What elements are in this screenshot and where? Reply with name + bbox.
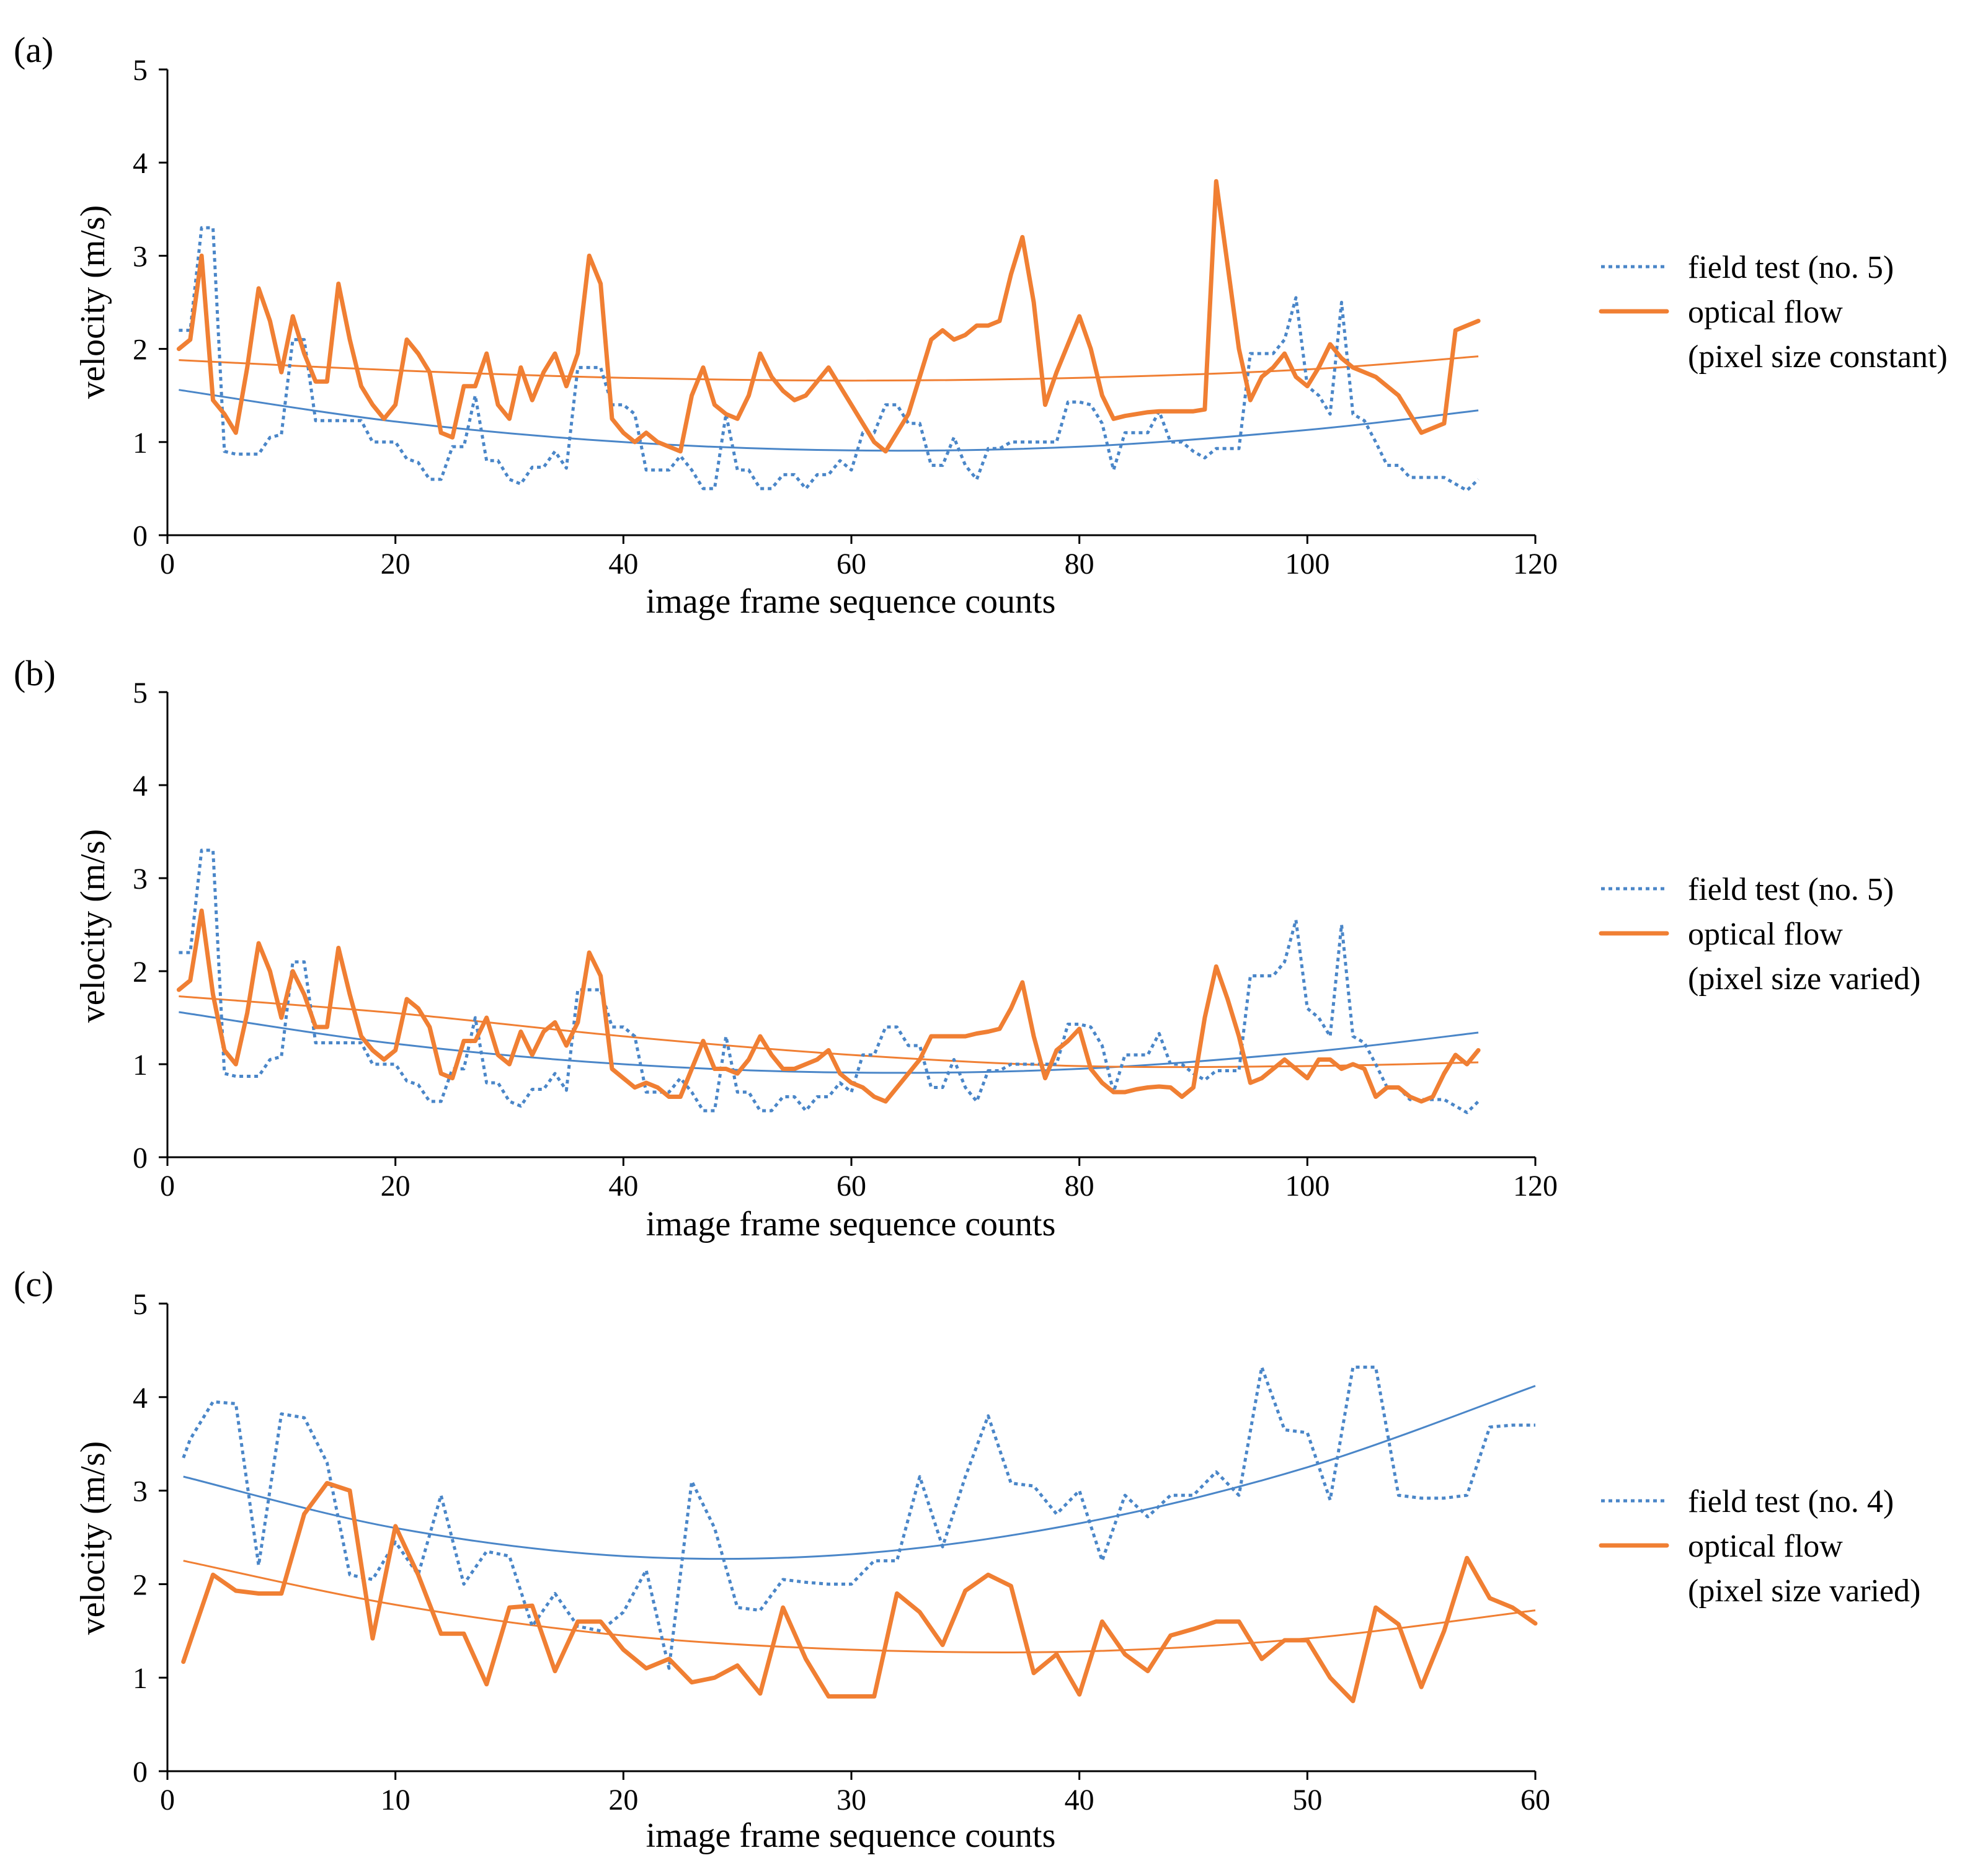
optical-flow-series-c <box>181 1481 1538 1704</box>
y-tick-label-b: 2 <box>133 956 148 989</box>
chart-panel-b: (b) 0 1 2 3 4 5 0 20 40 60 80 100 120 image frame se… <box>14 653 1920 1243</box>
x-tick-label-c: 40 <box>1065 1784 1094 1816</box>
y-tick-label-a: 1 <box>133 427 148 460</box>
x-tick-label-b: 60 <box>836 1170 866 1203</box>
legend-label-field-a: field test (no. 5) <box>1688 250 1894 285</box>
panel-label-b: (b) <box>14 653 56 693</box>
x-tick-label-c: 60 <box>1520 1784 1550 1816</box>
legend-label-optical-sub-c: (pixel size varied) <box>1688 1573 1920 1609</box>
legend-label-field-b: field test (no. 5) <box>1688 872 1894 907</box>
legend-label-field-c: field test (no. 4) <box>1688 1484 1894 1519</box>
y-tick-label-c: 5 <box>133 1288 148 1321</box>
x-tick-label-a: 60 <box>836 548 866 580</box>
y-tick-label-c: 0 <box>133 1756 148 1789</box>
field-test-series-b <box>179 848 1480 1114</box>
x-tick-label-c: 10 <box>381 1784 410 1816</box>
plot-area-b: 0 1 2 3 4 5 0 20 40 60 80 100 120 <box>133 677 1558 1203</box>
y-tick-label-b: 5 <box>133 677 148 709</box>
y-tick-label-a: 4 <box>133 147 148 180</box>
y-axis-title-b: velocity (m/s) <box>74 829 112 1023</box>
y-axis-title-c: velocity (m/s) <box>74 1441 112 1635</box>
y-tick-label-a: 5 <box>133 54 148 87</box>
x-tick-label-a: 20 <box>381 548 410 580</box>
legend-label-optical-c: optical flow <box>1688 1529 1843 1564</box>
y-tick-label-b: 0 <box>133 1142 148 1175</box>
x-tick-label-c: 20 <box>608 1784 638 1816</box>
y-tick-label-a: 3 <box>133 240 148 273</box>
optical-flow-series-b <box>176 909 1481 1104</box>
x-axis-title-a: image frame sequence counts <box>646 582 1056 621</box>
x-tick-label-c: 30 <box>836 1784 866 1816</box>
x-tick-label-b: 80 <box>1065 1170 1094 1203</box>
x-tick-label-b: 20 <box>381 1170 410 1203</box>
panel-label-a: (a) <box>14 30 53 70</box>
x-tick-label-a: 0 <box>160 548 175 580</box>
x-tick-label-c: 50 <box>1292 1784 1322 1816</box>
y-tick-label-b: 1 <box>133 1049 148 1082</box>
y-tick-label-b: 3 <box>133 863 148 896</box>
y-tick-label-a: 2 <box>133 334 148 367</box>
field-trend-line-a <box>179 389 1479 452</box>
legend-label-optical-b: optical flow <box>1688 917 1843 952</box>
legend-b: field test (no. 5) optical flow (pixel s… <box>1599 872 1920 997</box>
field-test-series-c <box>182 1366 1535 1670</box>
legend-a: field test (no. 5) optical flow (pixel s… <box>1599 250 1948 375</box>
y-axis-title-a: velocity (m/s) <box>74 205 112 399</box>
y-tick-label-c: 3 <box>133 1475 148 1508</box>
x-tick-label-a: 40 <box>608 548 638 580</box>
x-axis-title-c: image frame sequence counts <box>646 1816 1056 1855</box>
y-tick-label-a: 0 <box>133 520 148 553</box>
panel-label-c: (c) <box>14 1264 53 1304</box>
y-tick-label-c: 1 <box>133 1662 148 1695</box>
optical-flow-series-a <box>176 179 1481 454</box>
x-tick-label-a: 100 <box>1285 548 1329 580</box>
x-axis-title-b: image frame sequence counts <box>646 1205 1056 1243</box>
x-tick-label-a: 120 <box>1513 548 1558 580</box>
x-tick-label-b: 0 <box>160 1170 175 1203</box>
x-tick-label-b: 120 <box>1513 1170 1558 1203</box>
legend-label-optical-sub-b: (pixel size varied) <box>1688 961 1920 997</box>
legend-c: field test (no. 4) optical flow (pixel s… <box>1599 1484 1920 1609</box>
y-tick-label-b: 4 <box>133 770 148 802</box>
y-tick-label-c: 4 <box>133 1382 148 1415</box>
x-tick-label-a: 80 <box>1065 548 1094 580</box>
x-tick-label-b: 100 <box>1285 1170 1329 1203</box>
x-tick-label-c: 0 <box>160 1784 175 1816</box>
y-tick-label-c: 2 <box>133 1568 148 1601</box>
legend-label-optical-sub-a: (pixel size constant) <box>1688 339 1948 375</box>
chart-panel-a: (a) 0 1 2 3 4 5 0 20 40 60 80 100 120 image frame se… <box>14 30 1948 621</box>
x-tick-label-b: 40 <box>608 1170 638 1203</box>
legend-label-optical-a: optical flow <box>1688 295 1843 330</box>
plot-area-a: 0 1 2 3 4 5 0 20 40 60 80 100 120 <box>133 54 1558 580</box>
